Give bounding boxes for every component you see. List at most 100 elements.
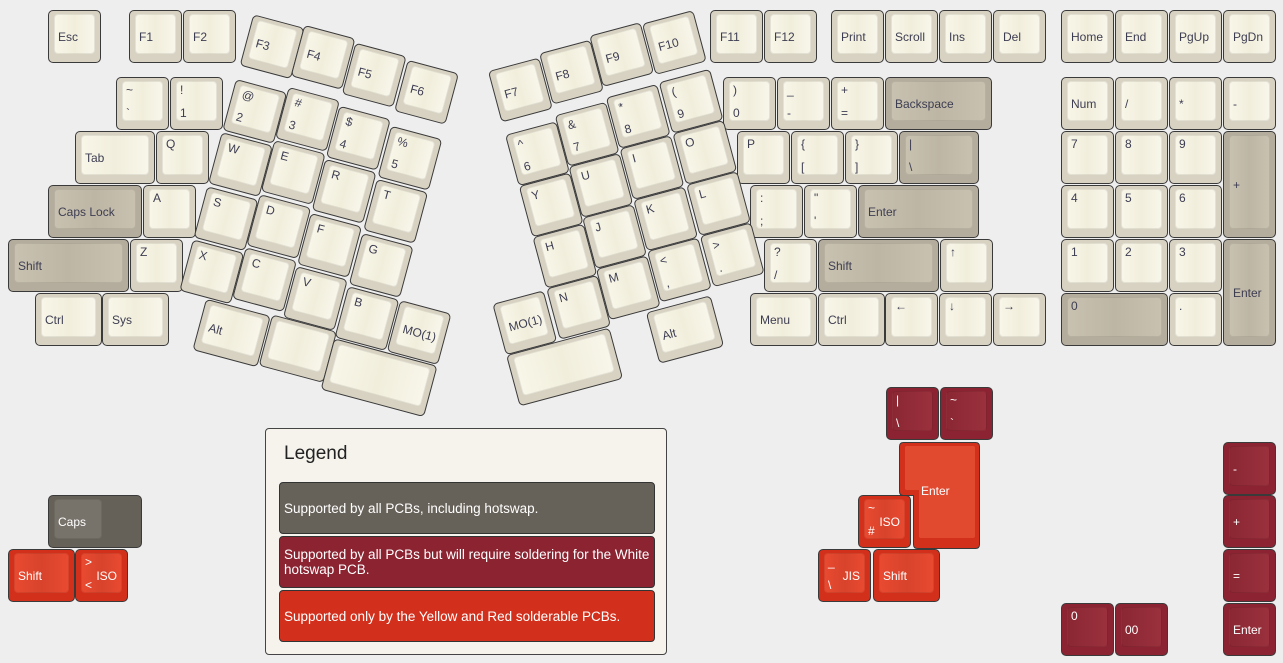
key-alt-kp-minus[interactable]: - [1223, 442, 1276, 495]
key-minus[interactable]: _ - [777, 77, 830, 130]
key-iso-hash[interactable]: ~ # ISO [858, 495, 911, 548]
key-down[interactable]: ↓ [939, 293, 992, 346]
key-tab[interactable]: Tab [75, 131, 155, 184]
key-label: F10 [656, 35, 681, 55]
key-alt-kp00[interactable]: 00 [1115, 603, 1168, 656]
key-label: Caps [58, 515, 87, 529]
key-alt-tilde[interactable]: ~ ` [940, 387, 993, 440]
key-caps[interactable]: Caps Lock [48, 185, 142, 238]
key-up[interactable]: ↑ [940, 239, 993, 292]
key-kp4[interactable]: 4 [1061, 185, 1114, 238]
keycap-top: A [149, 189, 190, 229]
key-grave[interactable]: ~ ` [116, 77, 169, 130]
key-slash[interactable]: ? / [764, 239, 817, 292]
key-alt-lshift[interactable]: Shift [8, 549, 75, 602]
key-end[interactable]: End [1115, 10, 1168, 63]
key-q[interactable]: Q [156, 131, 209, 184]
key-kp-minus[interactable]: - [1223, 77, 1276, 130]
key-lshift[interactable]: Shift [8, 239, 129, 292]
key-f11[interactable]: F11 [710, 10, 763, 63]
key-alt-pipe[interactable]: | \ [886, 387, 939, 440]
key-kp0[interactable]: 0 [1061, 293, 1168, 346]
key-pgup[interactable]: PgUp [1169, 10, 1222, 63]
key-backspace[interactable]: Backspace [885, 77, 992, 130]
key-kp1[interactable]: 1 [1061, 239, 1114, 292]
key-sys[interactable]: Sys [102, 293, 169, 346]
key-t[interactable]: T [363, 178, 429, 244]
keycap-top: U [575, 158, 626, 208]
key-lalt[interactable]: Alt [192, 298, 271, 368]
key-f2[interactable]: F2 [183, 10, 236, 63]
key-iso-left[interactable]: > < ISO [75, 549, 128, 602]
key-alt-caps[interactable]: Caps [48, 495, 142, 548]
key-label: ← [895, 299, 907, 313]
key-n0[interactable]: ) 0 [723, 77, 776, 130]
key-base-legend: 7 [571, 139, 582, 155]
key-kp7[interactable]: 7 [1061, 131, 1114, 184]
key-rshift[interactable]: Shift [818, 239, 939, 292]
key-lbracket[interactable]: {[ [791, 131, 844, 184]
key-equal[interactable]: + = [831, 77, 884, 130]
key-kp9[interactable]: 9 [1169, 131, 1222, 184]
key-rctrl[interactable]: Ctrl [818, 293, 885, 346]
key-alt-kp-plus[interactable]: + [1223, 495, 1276, 548]
key-del[interactable]: Del [993, 10, 1046, 63]
key-kp-plus[interactable]: + [1223, 131, 1276, 238]
key-left[interactable]: ← [885, 293, 938, 346]
key-kp-div[interactable]: / [1115, 77, 1168, 130]
key-home[interactable]: Home [1061, 10, 1114, 63]
key-alt-rshift[interactable]: Shift [873, 549, 940, 602]
key-menu[interactable]: Menu [750, 293, 817, 346]
key-kp3[interactable]: 3 [1169, 239, 1222, 292]
key-semicolon[interactable]: :; [750, 185, 803, 238]
key-n1[interactable]: ! 1 [170, 77, 223, 130]
key-f12[interactable]: F12 [764, 10, 817, 63]
key-f1[interactable]: F1 [129, 10, 182, 63]
key-alt-kp0[interactable]: 0 [1061, 603, 1114, 656]
key-jis[interactable]: _ \ JIS [818, 549, 871, 602]
key-label: 0 [1071, 299, 1078, 313]
key-iso-enter[interactable]: Enter [899, 442, 980, 549]
keycap-top: Sys [108, 297, 163, 337]
keycap-top: L [692, 176, 743, 226]
key-backslash[interactable]: | \ [899, 131, 979, 184]
key-kp5[interactable]: 5 [1115, 185, 1168, 238]
key-kp6[interactable]: 6 [1169, 185, 1222, 238]
key-shift-legend: _ [828, 555, 835, 569]
key-z[interactable]: Z [130, 239, 183, 292]
key-quote[interactable]: " ' [804, 185, 857, 238]
key-a[interactable]: A [143, 185, 196, 238]
keycap-top: E [268, 145, 319, 195]
key-scroll[interactable]: Scroll [885, 10, 938, 63]
key-rbracket[interactable]: }] [845, 131, 898, 184]
key-p[interactable]: P [737, 131, 790, 184]
key-label: B [352, 294, 365, 311]
key-alt-kp-enter[interactable]: Enter [1223, 603, 1276, 656]
keycap-top: + = [837, 81, 878, 121]
key-kp8[interactable]: 8 [1115, 131, 1168, 184]
key-lctrl[interactable]: Ctrl [35, 293, 102, 346]
keycap-top: ~ ` [122, 81, 163, 121]
keycap-top: F7 [494, 62, 545, 113]
key-kp2[interactable]: 2 [1115, 239, 1168, 292]
key-esc[interactable]: Esc [48, 10, 101, 63]
key-label: Shift [828, 259, 853, 273]
key-kp-dot[interactable]: . [1169, 293, 1222, 346]
key-ins[interactable]: Ins [939, 10, 992, 63]
key-f6[interactable]: F6 [394, 59, 460, 125]
keycap-top: 3 [1175, 243, 1216, 283]
key-pgdn[interactable]: PgDn [1223, 10, 1276, 63]
key-print[interactable]: Print [831, 10, 884, 63]
key-right[interactable]: → [993, 293, 1046, 346]
keycap-top: (9 [665, 74, 716, 124]
keycap-top: F8 [545, 45, 596, 95]
key-base-legend: ' [814, 214, 817, 228]
key-enter[interactable]: Enter [858, 185, 979, 238]
key-base-legend: 1 [180, 106, 187, 120]
keycap-top: Menu [756, 297, 811, 337]
key-kp-mul[interactable]: * [1169, 77, 1222, 130]
key-base-legend: ; [760, 214, 764, 228]
key-alt-kp-equal[interactable]: = [1223, 549, 1276, 602]
key-numlock[interactable]: Num [1061, 77, 1114, 130]
key-kp-enter[interactable]: Enter [1223, 239, 1276, 346]
